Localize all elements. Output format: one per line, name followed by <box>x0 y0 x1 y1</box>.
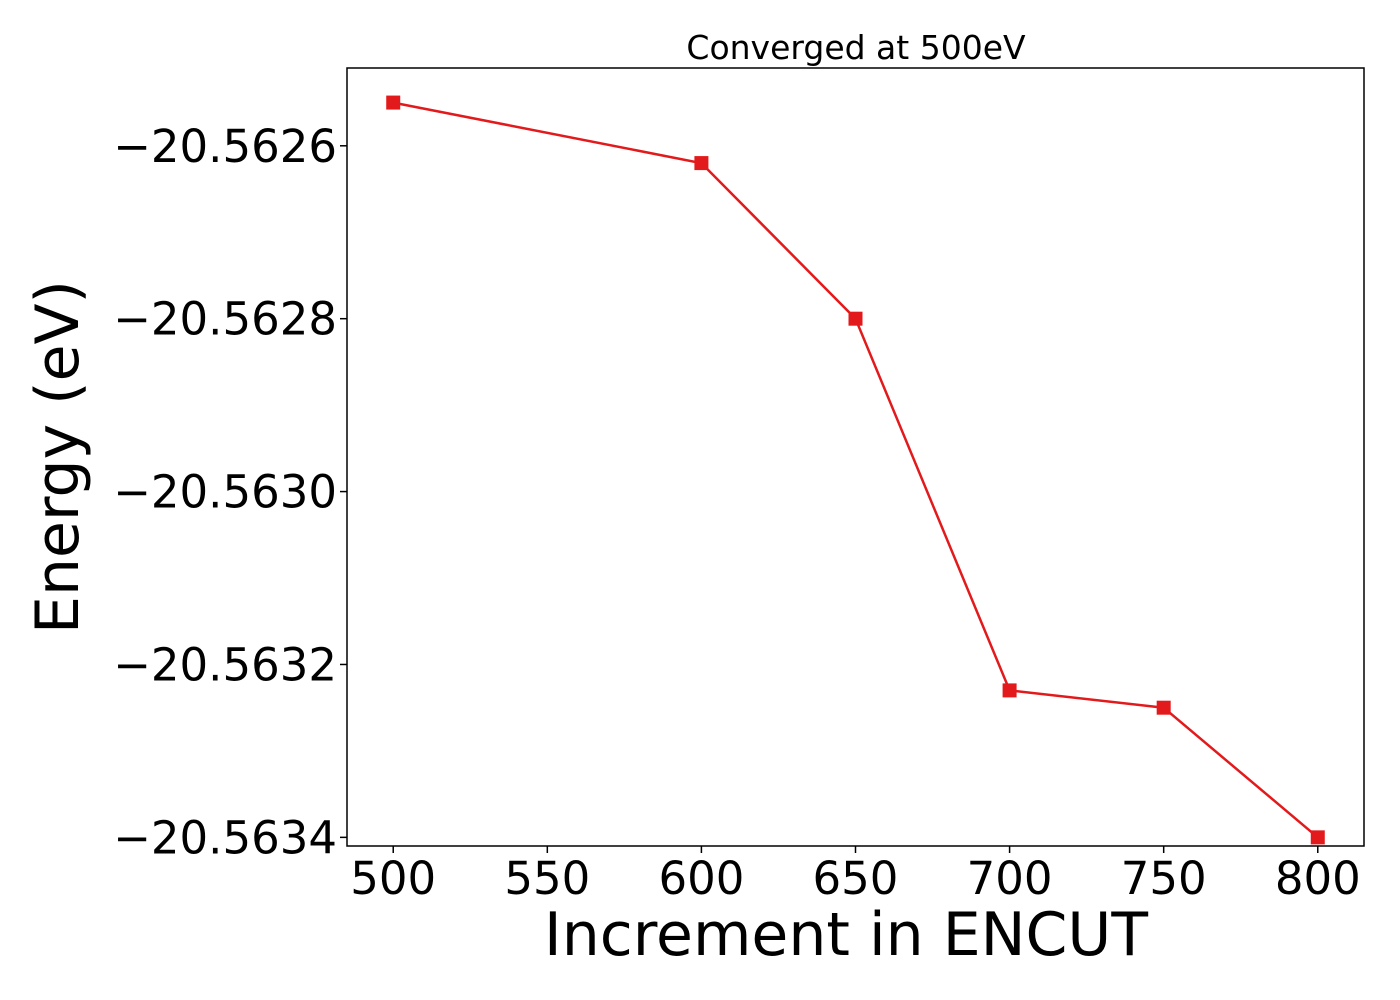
y-tick-label: −20.5630 <box>113 466 337 519</box>
data-point-marker <box>1156 700 1171 715</box>
x-tick-label: 700 <box>967 852 1053 905</box>
y-tick-label: −20.5626 <box>113 120 337 173</box>
data-point-marker <box>1002 683 1017 698</box>
data-point-marker <box>848 311 863 326</box>
data-point-marker <box>694 156 709 171</box>
x-axis-ticks: 500 550 600 650 700 750 800 <box>350 846 1361 905</box>
x-tick-label: 500 <box>350 852 436 905</box>
series-line <box>392 101 1319 839</box>
y-tick-label: −20.5628 <box>113 293 337 346</box>
data-point-marker <box>1310 830 1325 845</box>
y-axis-ticks: −20.5626 −20.5628 −20.5630 −20.5632 −20.5634 <box>113 120 347 864</box>
y-axis-label: Energy (eV) <box>23 280 93 634</box>
plot-frame <box>346 67 1365 847</box>
plot-series <box>386 95 1325 845</box>
x-tick-label: 650 <box>813 852 899 905</box>
data-point-marker <box>386 95 401 110</box>
x-tick-label: 600 <box>658 852 744 905</box>
y-tick-label: −20.5632 <box>113 638 337 691</box>
chart-title: Converged at 500eV <box>686 28 1026 67</box>
x-axis-label: Increment in ENCUT <box>544 900 1148 970</box>
y-tick-label: −20.5634 <box>113 811 337 864</box>
x-tick-label: 800 <box>1275 852 1361 905</box>
x-tick-label: 550 <box>504 852 590 905</box>
x-tick-label: 750 <box>1121 852 1207 905</box>
